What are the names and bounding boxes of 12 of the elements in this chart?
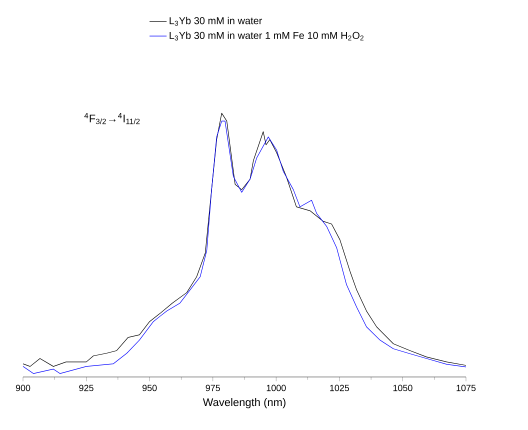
x-tick-label: 925 [79, 384, 94, 392]
x-tick-label: 1075 [456, 384, 476, 392]
annotation: $^{4}$F$_{3/2}$→$^{4}$I$_{11/2}$ [84, 113, 140, 124]
x-axis-title: Wavelength (nm) [202, 398, 286, 408]
legend-label: L$_{3}$Yb 30 mM in water [170, 16, 262, 26]
x-tick-label: 950 [142, 384, 157, 392]
x-tick-label: 1000 [266, 384, 286, 392]
x-tick-label: 900 [16, 384, 30, 392]
legend-label: L$_{3}$Yb 30 mM in water 1 mM Fe 10 mM H$_{2}$O$_{2}$ [170, 32, 364, 40]
x-tick-label: 975 [206, 384, 220, 392]
x-tick-label: 1050 [393, 384, 412, 392]
x-tick-label: 1025 [330, 384, 350, 392]
